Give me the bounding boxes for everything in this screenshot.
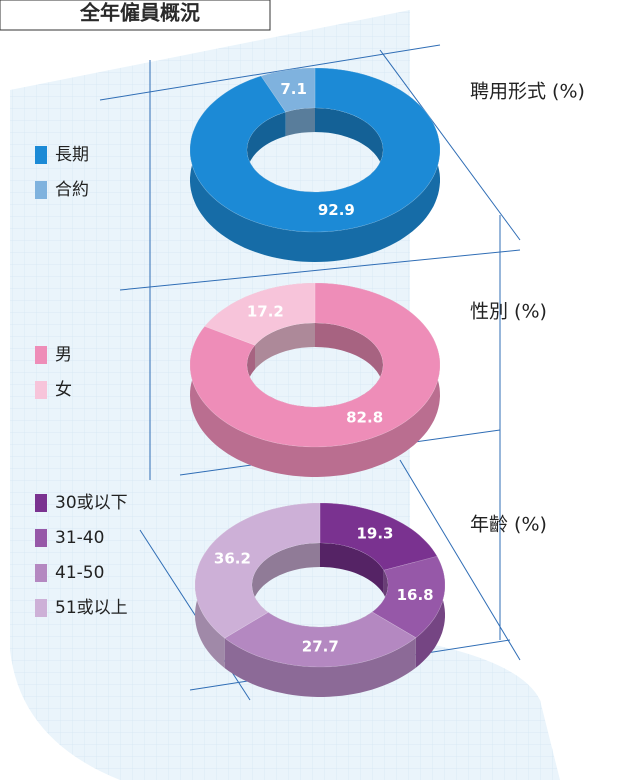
- donut-inner-wall: [255, 323, 315, 370]
- legend-swatch: [35, 599, 47, 617]
- chart-title: 性別 (%): [470, 301, 547, 323]
- donut-inner-wall: [285, 108, 315, 137]
- legend-swatch: [35, 146, 47, 164]
- data-label: 92.9: [318, 201, 355, 219]
- data-label: 17.2: [247, 302, 284, 320]
- legend-label: 男: [55, 345, 72, 365]
- legend-swatch: [35, 494, 47, 512]
- chart-title: 年齡 (%): [470, 514, 547, 536]
- legend-label: 長期: [55, 145, 89, 165]
- legend-label: 41-50: [55, 563, 104, 583]
- grid-pattern: [10, 10, 560, 780]
- donut-inner-wall: [252, 543, 320, 627]
- legend-swatch: [35, 381, 47, 399]
- legend-label: 合約: [55, 180, 89, 200]
- donut-inner-wall: [320, 543, 384, 595]
- data-label: 27.7: [302, 637, 339, 655]
- legend-swatch: [35, 181, 47, 199]
- legend-swatch: [35, 346, 47, 364]
- legend-label: 31-40: [55, 528, 104, 548]
- page-title: 全年僱員概況: [79, 1, 200, 25]
- legend-swatch: [35, 564, 47, 582]
- legend-label: 30或以下: [55, 493, 128, 513]
- data-label: 82.8: [346, 409, 383, 427]
- donut: 82.8 17.2 性別 (%) 男女: [35, 282, 547, 477]
- chart-title: 聘用形式 (%): [470, 81, 585, 103]
- data-label: 7.1: [280, 80, 307, 98]
- data-label: 36.2: [214, 549, 251, 567]
- legend-label: 51或以上: [55, 598, 128, 618]
- data-label: 19.3: [356, 525, 393, 543]
- donut: 19.3 16.8 27.7 36.2 年齡 (%) 30或以下 31-40 41-50 51或…: [35, 493, 547, 697]
- header-box: [0, 0, 271, 31]
- legend-label: 女: [55, 380, 72, 400]
- legend-swatch: [35, 529, 47, 547]
- donut-side: [224, 637, 416, 697]
- data-label: 16.8: [397, 586, 434, 604]
